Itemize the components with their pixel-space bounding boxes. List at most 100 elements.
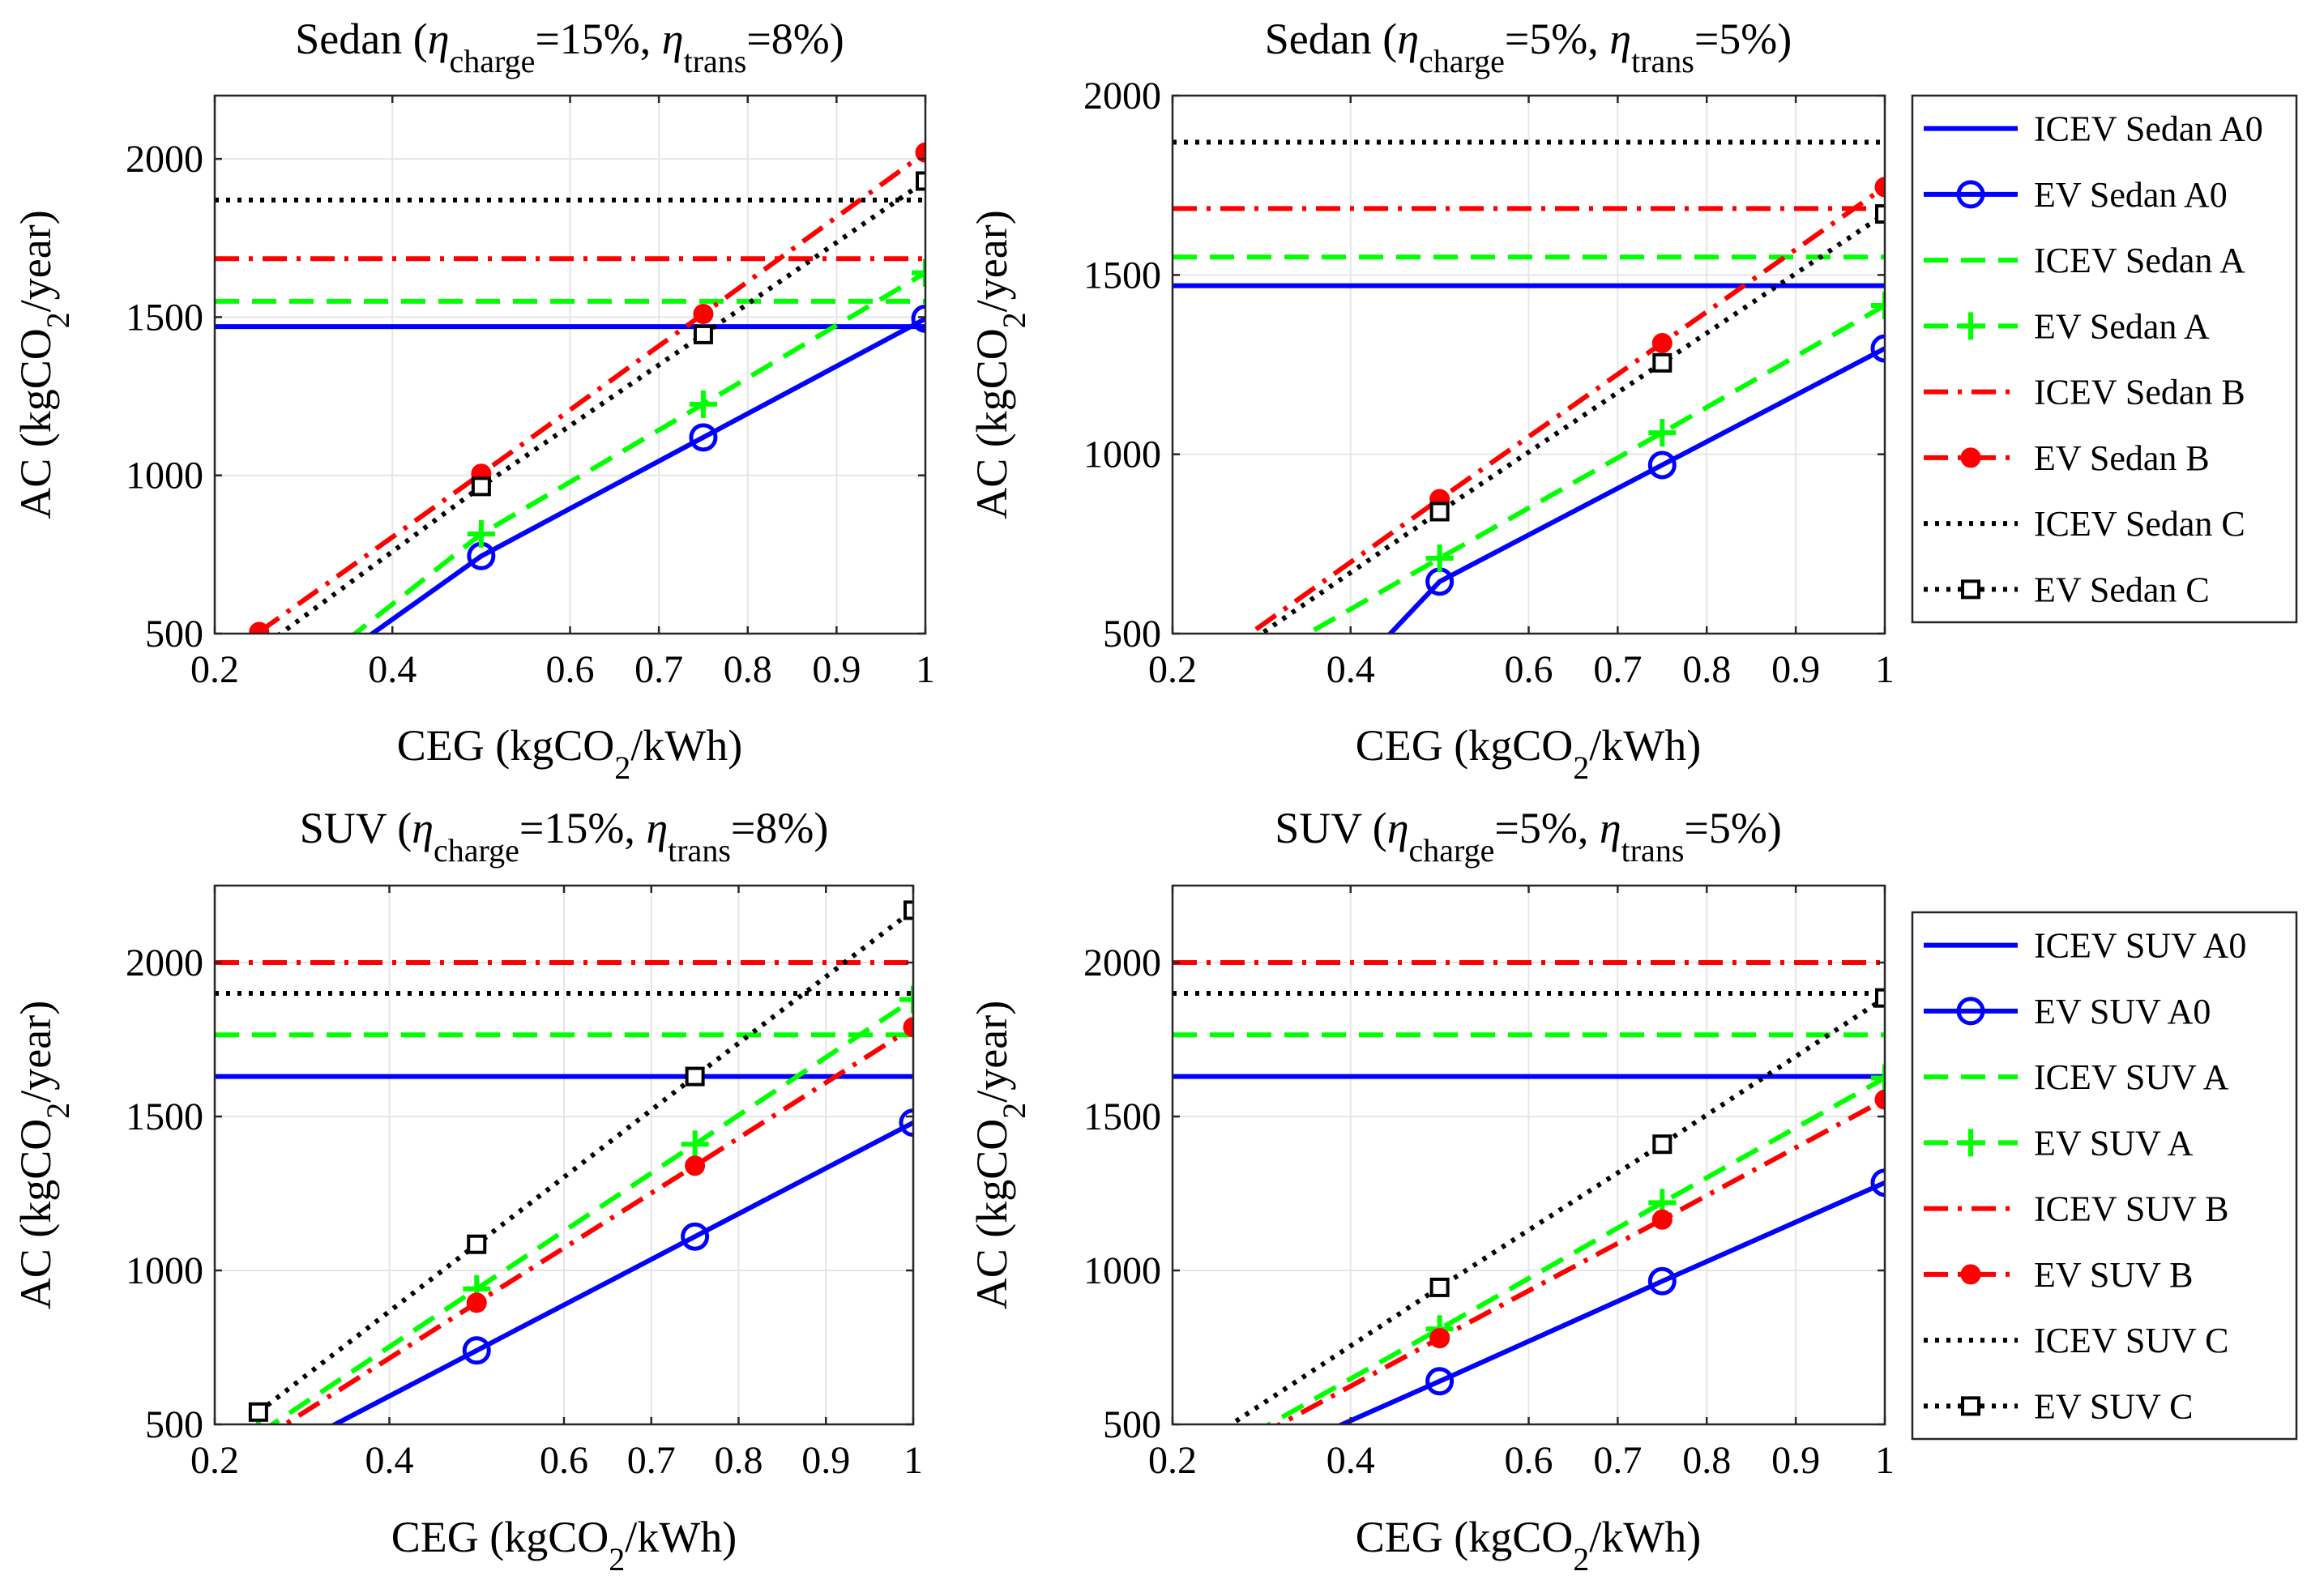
data-point <box>1870 334 1885 363</box>
series-line-6 <box>258 150 925 634</box>
y-tick-label: 500 <box>145 1403 203 1446</box>
legend-box <box>1911 94 2298 624</box>
x-tick-label: 1 <box>904 1439 923 1482</box>
legend-marker <box>1956 180 1985 209</box>
x-tick-label: 0.6 <box>1505 1439 1553 1482</box>
data-point <box>1208 1450 1226 1467</box>
series-line-6 <box>280 1025 913 1424</box>
x-tick-label: 0.9 <box>812 648 861 691</box>
legend-entry-label: ICEV SUV B <box>2034 1189 2228 1229</box>
y-tick-label: 1500 <box>126 1095 203 1138</box>
y-tick-label: 2000 <box>1083 941 1161 984</box>
data-point <box>899 1108 913 1138</box>
data-point <box>1870 1168 1885 1198</box>
series-line-8 <box>1226 996 1885 1424</box>
data-point <box>681 1222 710 1251</box>
legend-entry-label: EV SUV B <box>2034 1255 2193 1295</box>
y-tick-label: 1000 <box>126 1249 203 1292</box>
data-point <box>911 304 925 333</box>
x-tick-label: 0.2 <box>1148 1439 1197 1482</box>
series-line-2 <box>1386 346 1885 634</box>
legend-entry-label: ICEV Sedan A <box>2034 241 2245 280</box>
legend-entry-label: EV Sedan A <box>2034 306 2210 346</box>
subplot-1: 0.2 0.4 0.6 0.7 0.8 0.9 1500100015002000Sedan … <box>11 15 935 786</box>
data-point <box>1875 988 1885 1008</box>
data-point <box>248 1402 268 1422</box>
legend-marker <box>1961 579 1980 600</box>
x-tick-label: 0.6 <box>540 1439 588 1482</box>
series-line-4 <box>351 271 925 634</box>
data-point <box>1871 291 1885 319</box>
series-group <box>215 900 913 1476</box>
legend-marker <box>1957 1129 1984 1157</box>
legend-marker <box>1961 1396 1980 1416</box>
data-point <box>247 702 271 727</box>
x-tick-label: 0.4 <box>368 648 417 691</box>
data-point <box>1425 1367 1455 1396</box>
y-tick-label: 500 <box>145 613 203 655</box>
data-point <box>1647 1266 1677 1296</box>
legend-entry-label: ICEV SUV A0 <box>2034 926 2246 966</box>
series-line-2 <box>1336 1180 1885 1424</box>
data-point <box>1874 177 1885 198</box>
y-tick-label: 1500 <box>1083 254 1161 297</box>
y-tick-label: 1500 <box>1083 1095 1161 1138</box>
series-line-8 <box>276 179 925 634</box>
legend-entry-label: EV Sedan B <box>2034 438 2210 478</box>
data-point <box>1429 1328 1450 1349</box>
y-tick-label: 500 <box>1103 1403 1161 1446</box>
data-point <box>1205 805 1229 829</box>
legend-entry-label: ICEV SUV A <box>2034 1057 2229 1097</box>
y-tick-label: 2000 <box>1083 75 1161 117</box>
data-point <box>246 1452 271 1476</box>
x-axis-label: CEG (kgCO2/kWh) <box>397 721 742 786</box>
data-point <box>1203 672 1231 699</box>
data-point <box>1429 502 1450 522</box>
data-point <box>689 390 717 418</box>
y-axis-label: AC (kgCO2/year) <box>11 210 76 519</box>
series-line-4 <box>1303 303 1885 634</box>
data-point <box>899 985 913 1014</box>
data-point <box>685 1155 706 1176</box>
data-point <box>250 1432 267 1450</box>
chart-title: Sedan (ηcharge=15%, ηtrans=8%) <box>295 15 844 79</box>
series-line-6 <box>1275 1097 1885 1424</box>
x-tick-label: 0.9 <box>1771 1439 1820 1482</box>
data-point <box>1205 1467 1229 1492</box>
x-tick-label: 0.4 <box>365 1439 414 1482</box>
legend-marker <box>1960 1264 1981 1285</box>
data-point <box>471 476 491 497</box>
x-tick-label: 0.2 <box>1148 648 1197 691</box>
x-tick-label: 0.8 <box>1682 648 1731 691</box>
y-tick-label: 1000 <box>1083 433 1161 476</box>
data-point <box>693 324 713 344</box>
data-point <box>1652 352 1673 373</box>
x-tick-label: 0.4 <box>1326 1439 1375 1482</box>
x-tick-label: 0.2 <box>190 1439 239 1482</box>
series-line-4 <box>267 997 913 1424</box>
y-tick-label: 1500 <box>126 296 203 339</box>
x-tick-label: 0.8 <box>715 1439 763 1482</box>
data-point <box>904 900 913 920</box>
data-point <box>1651 332 1673 353</box>
x-tick-label: 0.7 <box>1593 648 1642 691</box>
x-tick-label: 0.9 <box>801 1439 850 1482</box>
legend-entry-label: EV Sedan C <box>2034 570 2210 609</box>
series-line-6 <box>1245 185 1885 634</box>
data-point <box>689 423 718 452</box>
x-tick-label: 0.2 <box>190 648 239 691</box>
x-tick-label: 0.4 <box>1326 648 1375 691</box>
data-point <box>1208 648 1226 666</box>
data-point <box>685 1066 705 1087</box>
chart-title: SUV (ηcharge=5%, ηtrans=5%) <box>1275 804 1782 869</box>
y-axis-label: AC (kgCO2/year) <box>11 1001 76 1309</box>
x-tick-label: 0.9 <box>1771 648 1820 691</box>
legend-entry-label: EV SUV A <box>2034 1123 2194 1163</box>
x-tick-label: 0.8 <box>724 648 772 691</box>
series-line-2 <box>368 316 925 634</box>
legend-entry-label: ICEV Sedan C <box>2034 504 2245 544</box>
y-tick-label: 500 <box>1103 613 1161 655</box>
x-tick-label: 0.7 <box>627 1439 676 1482</box>
legend-entry-label: EV Sedan A0 <box>2034 175 2228 215</box>
